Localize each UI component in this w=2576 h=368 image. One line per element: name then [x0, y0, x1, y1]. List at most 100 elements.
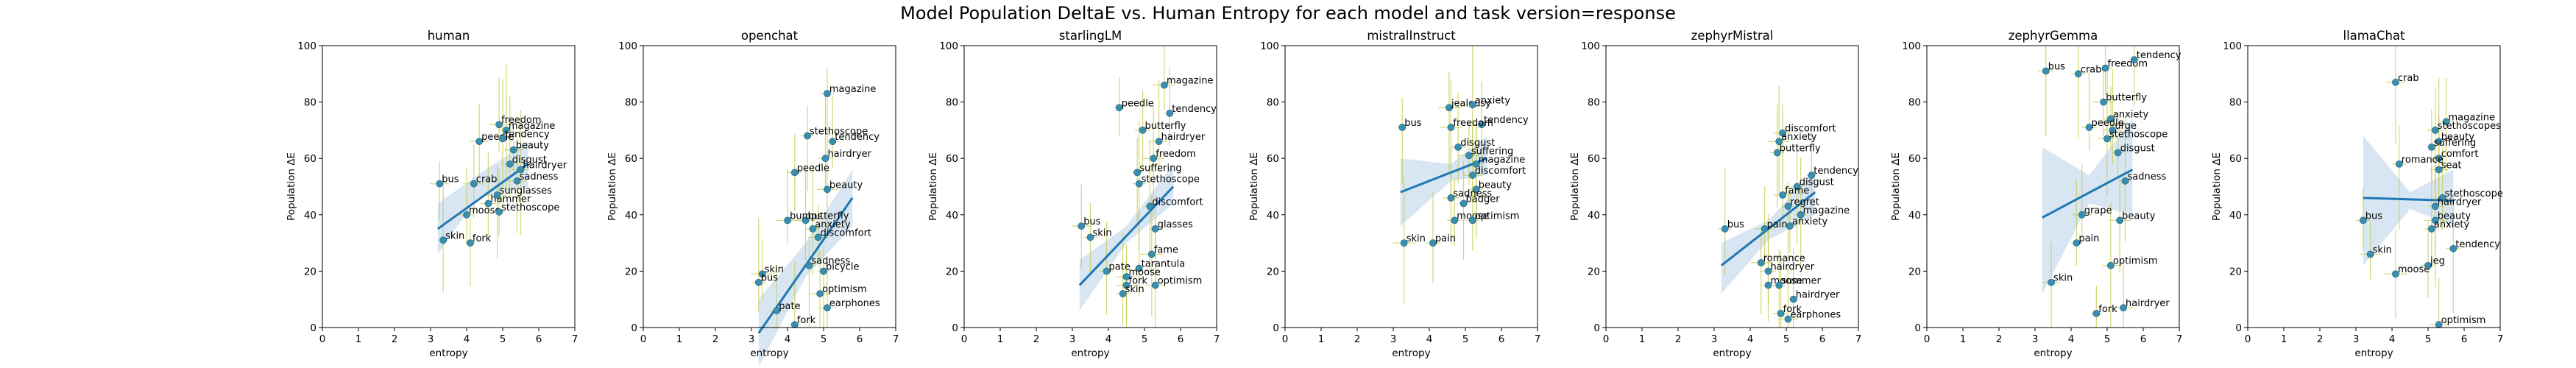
- data-point: [2101, 64, 2109, 72]
- y-tick-label: 60: [304, 153, 316, 165]
- data-point: [1119, 290, 1127, 297]
- subplot: magazine peedle tendency butterflyhairdryer…: [927, 29, 1220, 359]
- data-point: [1151, 225, 1159, 233]
- y-axis-label: Population ΔE: [2211, 152, 2223, 221]
- data-point: [1133, 169, 1142, 177]
- point-label: magazine: [1167, 76, 1214, 87]
- data-point: [1472, 185, 1480, 194]
- data-point: [1779, 129, 1787, 137]
- point-label: beauty: [1479, 180, 1512, 191]
- x-tick-label: 5: [2104, 333, 2111, 345]
- point-label: freedom: [1156, 149, 1196, 160]
- x-tick-label: 1: [676, 333, 683, 345]
- point-label: beauty: [2438, 210, 2471, 222]
- x-tick-label: 0: [1282, 333, 1289, 345]
- x-tick-label: 5: [1783, 333, 1790, 345]
- y-tick-label: 60: [1267, 153, 1279, 165]
- y-tick-label: 0: [952, 322, 958, 334]
- data-point: [2435, 321, 2443, 329]
- y-tick-label: 100: [939, 40, 958, 52]
- data-point: [2431, 216, 2439, 224]
- point-label: beauty: [2122, 210, 2156, 222]
- x-tick-label: 6: [1819, 333, 1826, 345]
- point-label: anxiety: [1475, 95, 1511, 106]
- point-label: hammer: [490, 194, 531, 205]
- data-point: [2391, 270, 2399, 278]
- point-label: tarantula: [1142, 259, 1186, 270]
- y-tick-label: 0: [310, 322, 316, 334]
- data-point: [1086, 233, 1094, 241]
- data-point: [1777, 309, 1785, 317]
- point-label: moose: [2398, 264, 2430, 275]
- point-label: tendency: [1172, 104, 1217, 115]
- y-tick-label: 60: [946, 153, 958, 165]
- data-point: [2395, 160, 2403, 168]
- data-point: [1103, 267, 1111, 275]
- point-label: skin: [2053, 273, 2073, 284]
- point-label: pate: [779, 301, 800, 312]
- y-axis-label: Population ΔE: [1569, 152, 1581, 221]
- x-tick-label: 2: [2317, 333, 2324, 345]
- subplot-title: human: [428, 29, 470, 43]
- x-tick-label: 0: [961, 333, 968, 345]
- data-point: [2431, 202, 2439, 210]
- y-tick-label: 80: [1588, 97, 1600, 109]
- point-label: moose: [469, 205, 500, 216]
- y-axis-label: Population ΔE: [1248, 152, 1260, 221]
- axes-frame: [2247, 45, 2501, 328]
- data-point: [1764, 281, 1772, 289]
- point-label: peedle: [2092, 118, 2124, 129]
- subplot-title: openchat: [741, 29, 799, 43]
- data-point: [436, 180, 444, 188]
- x-tick-label: 3: [1069, 333, 1076, 345]
- y-tick-label: 80: [304, 97, 316, 109]
- data-point: [1786, 222, 1794, 230]
- data-point: [1757, 259, 1765, 266]
- data-point: [517, 166, 525, 174]
- point-label: magazine: [509, 121, 556, 132]
- data-point: [1784, 202, 1792, 210]
- y-tick-label: 100: [1260, 40, 1279, 52]
- point-label: sunglasses: [500, 185, 553, 197]
- x-tick-label: 6: [1178, 333, 1184, 345]
- y-tick-label: 100: [1581, 40, 1600, 52]
- data-point: [790, 321, 799, 329]
- data-point: [1139, 126, 1147, 134]
- data-point: [809, 225, 817, 233]
- regression-line: [2363, 197, 2454, 202]
- point-label: hairdryer: [2438, 197, 2482, 208]
- data-point: [2092, 309, 2101, 317]
- subplot: busjealousyanxietytendencyfreedomdisgust…: [1248, 29, 1540, 359]
- point-label: crab: [2081, 64, 2102, 75]
- point-label: bumps: [790, 210, 822, 222]
- x-tick-label: 4: [1105, 333, 1112, 345]
- data-point: [1151, 281, 1159, 289]
- point-label: freedom: [2108, 59, 2148, 70]
- x-axis-label: entropy: [1392, 347, 1430, 359]
- data-point: [1789, 295, 1797, 303]
- point-label: optimism: [1475, 210, 1520, 222]
- data-point: [790, 169, 799, 177]
- x-tick-label: 1: [2281, 333, 2287, 345]
- confidence-band: [2363, 135, 2454, 266]
- axes-frame: [322, 45, 576, 328]
- point-label: suffering: [1471, 146, 1513, 157]
- x-tick-label: 4: [1747, 333, 1754, 345]
- point-label: hairdryer: [827, 149, 871, 160]
- axes-frame: [1284, 45, 1538, 328]
- point-label: magazine: [2449, 112, 2496, 123]
- data-point: [2359, 216, 2367, 224]
- point-label: peedle: [1122, 98, 1154, 109]
- point-label: discomfort: [1475, 166, 1526, 177]
- data-point: [495, 208, 503, 216]
- point-label: fame: [1154, 244, 1178, 255]
- y-tick-label: 20: [304, 266, 316, 277]
- point-label: bus: [1083, 216, 1100, 227]
- data-point: [824, 90, 831, 98]
- point-label: crab: [476, 174, 498, 185]
- point-label: pain: [2078, 233, 2099, 244]
- data-point: [1451, 216, 1459, 224]
- data-point: [2427, 143, 2435, 151]
- y-axis-label: Population ΔE: [606, 152, 618, 221]
- x-tick-label: 1: [1960, 333, 1967, 345]
